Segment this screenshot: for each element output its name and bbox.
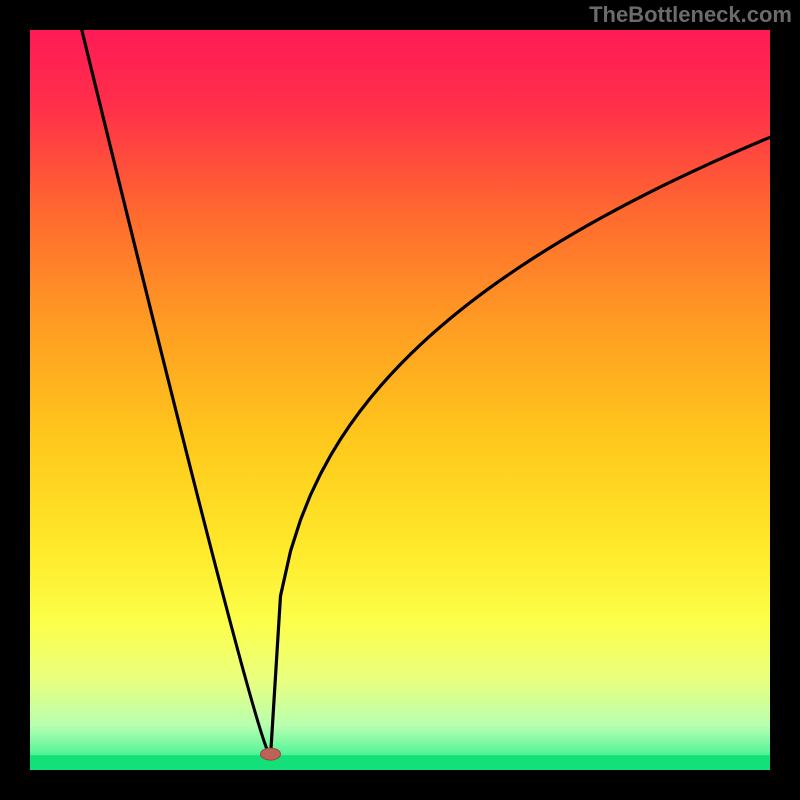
plot-area [30,30,770,770]
plot-background [30,30,770,770]
bottom-green-band [30,755,770,770]
chart-svg [30,30,770,770]
watermark-text: TheBottleneck.com [589,2,792,28]
chart-frame: TheBottleneck.com [0,0,800,800]
vertex-marker [261,748,281,760]
